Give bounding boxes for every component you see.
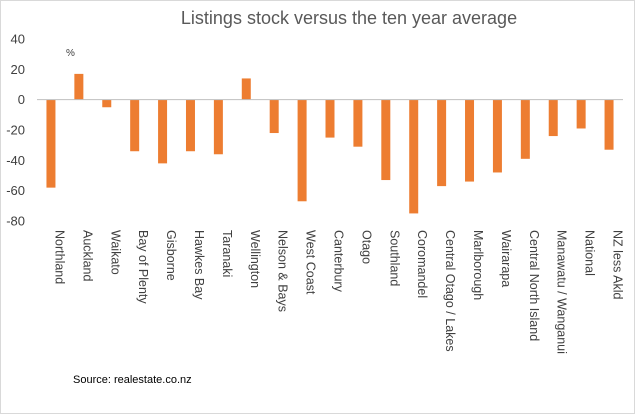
y-tick-label: -40: [6, 153, 25, 168]
y-tick-label: 40: [11, 32, 25, 47]
x-tick-label: Marlborough: [471, 230, 485, 300]
source-note: Source: realestate.co.nz: [73, 374, 192, 386]
bar: [437, 99, 447, 187]
bar: [130, 99, 140, 152]
x-tick-label: Southland: [387, 230, 401, 286]
bar: [325, 99, 335, 138]
bar: [409, 99, 419, 214]
chart-title: Listings stock versus the ten year avera…: [181, 8, 517, 28]
x-tick-label: Waikato: [108, 230, 122, 275]
y-tick-label: -20: [6, 123, 25, 138]
x-tick-label: Auckland: [80, 230, 94, 281]
bar: [269, 99, 279, 134]
bar: [241, 78, 251, 100]
bar: [213, 99, 223, 155]
bars: [46, 73, 614, 214]
bar: [465, 99, 475, 182]
x-tick-label: Manawatu / Wanganui: [555, 230, 569, 354]
x-tick-label: Central Otago / Lakes: [443, 230, 457, 352]
x-tick-label: Wellington: [248, 230, 262, 288]
bar: [102, 99, 112, 108]
x-tick-label: Taranaki: [220, 230, 234, 277]
x-tick-label: Nelson & Bays: [276, 230, 290, 312]
x-tick-label: Canterbury: [332, 230, 346, 293]
unit-label: %: [66, 48, 75, 59]
y-tick-label: 20: [11, 62, 25, 77]
bar: [297, 99, 307, 202]
x-tick-label: Coromandel: [415, 230, 429, 298]
bar: [604, 99, 614, 150]
bar: [185, 99, 195, 152]
y-axis: 40 20 0 -20 -40 -60 -80: [6, 32, 25, 229]
x-axis: Northland Auckland Waikato Bay of Plenty Gis…: [52, 230, 624, 354]
x-tick-label: Central North Island: [527, 230, 541, 341]
x-tick-label: Northland: [52, 230, 66, 284]
bar: [158, 99, 168, 164]
y-tick-label: 0: [18, 92, 25, 107]
x-tick-label: Wairarapa: [499, 230, 513, 287]
x-tick-label: Gisborne: [164, 230, 178, 281]
bar: [46, 99, 56, 188]
x-tick-label: Hawkes Bay: [192, 230, 206, 300]
x-tick-label: West Coast: [304, 230, 318, 295]
x-tick-label: Bay of Plenty: [136, 230, 150, 304]
bar: [74, 73, 84, 100]
x-tick-label: NZ less Akld: [611, 230, 625, 300]
y-tick-label: -60: [6, 183, 25, 198]
bar: [548, 99, 558, 137]
y-tick-label: -80: [6, 214, 25, 229]
bar: [520, 99, 530, 159]
bar: [381, 99, 391, 181]
bar: [353, 99, 363, 147]
x-tick-label: Otago: [359, 230, 373, 264]
bar: [576, 99, 586, 129]
x-tick-label: National: [583, 230, 597, 276]
bar: [492, 99, 502, 173]
